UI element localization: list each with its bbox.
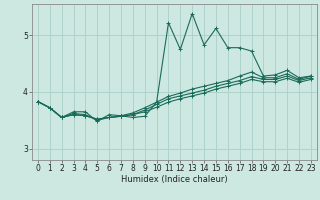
X-axis label: Humidex (Indice chaleur): Humidex (Indice chaleur) [121,175,228,184]
